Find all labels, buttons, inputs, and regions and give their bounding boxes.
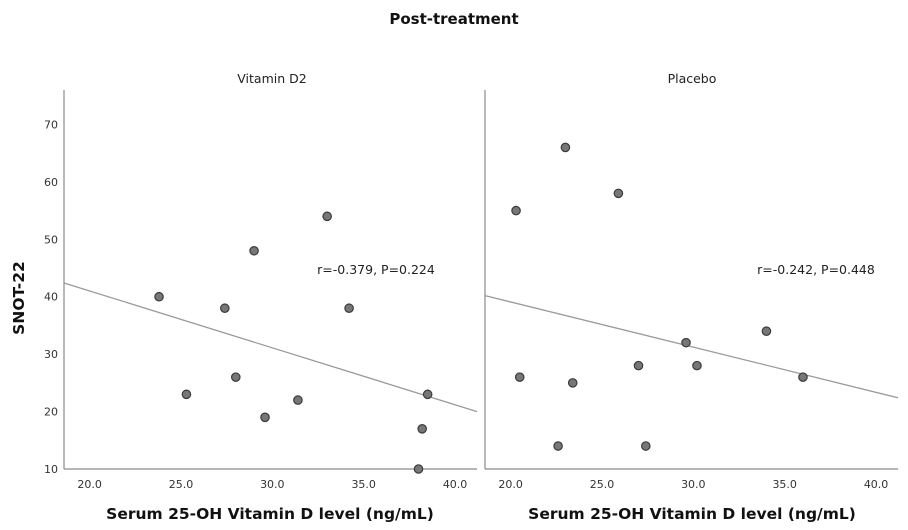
correlation-annotation-vitamin-d2: r=-0.379, P=0.224 (317, 262, 435, 277)
x-axis-label-vitamin-d2: Serum 25-OH Vitamin D level (ng/mL) (106, 505, 434, 523)
y-tick-label: 10 (44, 463, 58, 476)
y-tick-label: 30 (44, 348, 58, 361)
data-point (260, 412, 270, 423)
y-tick-label: 40 (44, 291, 58, 304)
data-point (681, 337, 691, 348)
data-point (413, 464, 424, 474)
data-point (249, 245, 259, 256)
x-tick-label: 20.0 (77, 478, 102, 491)
data-point (154, 291, 164, 302)
x-tick-label: 35.0 (351, 478, 376, 491)
y-tick-label: 60 (44, 176, 58, 189)
data-point (344, 303, 354, 314)
x-tick-label: 35.0 (772, 478, 797, 491)
panel-title-placebo: Placebo (668, 71, 717, 86)
data-point (692, 360, 702, 371)
data-point (761, 326, 772, 336)
panel-vitamin-d2: Vitamin D2 r=-0.379, P=0.224 Serum 25-OH… (44, 71, 478, 523)
data-point (553, 441, 563, 451)
y-tick-label: 70 (44, 118, 58, 131)
y-tick-label: 20 (44, 406, 58, 419)
data-point (641, 441, 651, 451)
data-point (417, 424, 427, 434)
panel-title-vitamin-d2: Vitamin D2 (237, 71, 306, 86)
data-point (322, 211, 332, 222)
data-point (181, 389, 192, 400)
data-point (560, 142, 571, 153)
x-tick-label: 25.0 (590, 478, 615, 491)
x-tick-label: 40.0 (864, 478, 889, 491)
data-point (230, 372, 241, 382)
data-point (613, 188, 624, 199)
data-point (567, 378, 578, 388)
x-tick-label: 30.0 (260, 478, 285, 491)
x-tick-label: 25.0 (169, 478, 194, 491)
chart-title: Post-treatment (389, 10, 518, 28)
x-tick-label: 20.0 (498, 478, 523, 491)
regression-line-placebo (484, 294, 899, 399)
data-point (633, 360, 644, 371)
panel-placebo: Placebo r=-0.242, P=0.448 Serum 25-OH Vi… (484, 71, 899, 523)
regression-line-vitamin-d2 (63, 282, 478, 413)
data-point (798, 372, 808, 382)
y-axis-label: SNOT-22 (10, 261, 28, 335)
data-point (514, 372, 525, 382)
correlation-annotation-placebo: r=-0.242, P=0.448 (757, 262, 875, 277)
data-point (422, 389, 433, 400)
data-point (220, 303, 230, 314)
y-tick-label: 50 (44, 233, 58, 246)
x-tick-label: 40.0 (443, 478, 468, 491)
x-axis-label-placebo: Serum 25-OH Vitamin D level (ng/mL) (528, 505, 856, 523)
data-point (511, 205, 521, 216)
data-point (293, 395, 303, 405)
x-tick-label: 30.0 (681, 478, 706, 491)
